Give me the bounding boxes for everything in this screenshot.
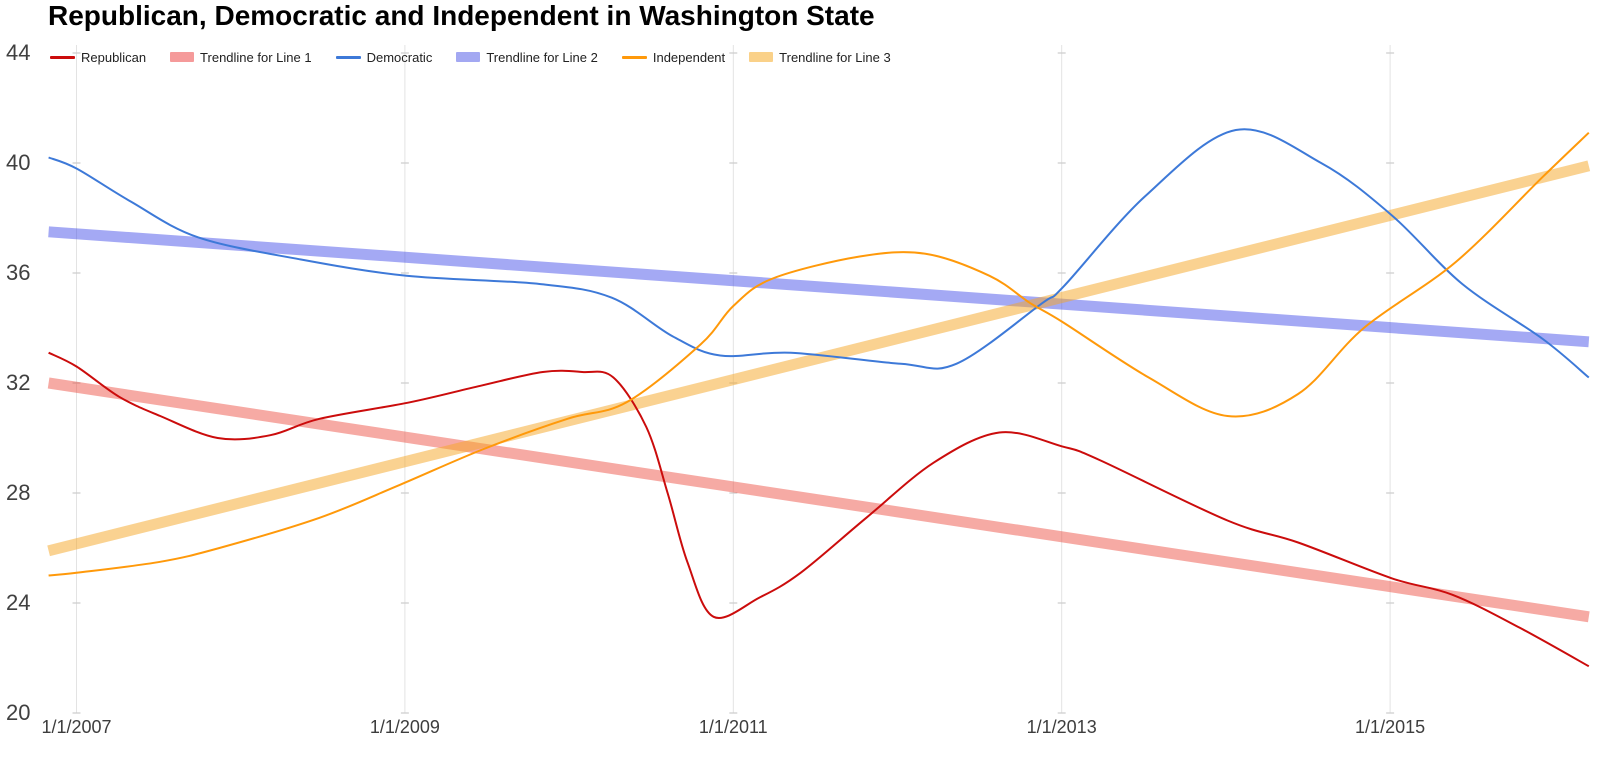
- x-tick-label-1-1-2011: 1/1/2011: [698, 717, 768, 737]
- legend-item-democratic: Democratic: [335, 49, 433, 65]
- line-swatch-icon: [50, 55, 75, 59]
- line-swatch-icon: [335, 55, 361, 59]
- legend-item-trendline-for-line-1: Trendline for Line 1: [170, 50, 312, 65]
- series-democratic[interactable]: [48, 128, 1590, 379]
- y-tick-label-20: 20: [6, 700, 31, 725]
- legend-label: Trendline for Line 1: [200, 49, 312, 65]
- legend-item-trendline-for-line-3: Trendline for Line 3: [749, 50, 891, 65]
- legend-label: Trendline for Line 2: [486, 49, 598, 65]
- box-swatch-icon: [170, 52, 195, 62]
- y-tick-label-44: 44: [6, 40, 31, 65]
- legend-label: Trendline for Line 3: [779, 49, 891, 65]
- x-tick-label-1-1-2007: 1/1/2007: [41, 717, 112, 737]
- y-tick-label-36: 36: [6, 260, 31, 285]
- box-swatch-icon: [749, 52, 774, 62]
- x-tick-label-1-1-2013: 1/1/2013: [1026, 717, 1097, 737]
- series-republican[interactable]: [48, 351, 1590, 668]
- line-swatch-icon: [621, 55, 647, 59]
- y-tick-label-32: 32: [6, 370, 31, 395]
- legend-item-independent: Independent: [621, 49, 726, 65]
- x-tick-label-1-1-2009: 1/1/2009: [369, 717, 440, 737]
- legend-item-trendline-for-line-2: Trendline for Line 2: [456, 50, 598, 65]
- legend: Republican Trendline for Line 1 Democratic…: [50, 49, 891, 65]
- legend-item-republican: Republican: [50, 50, 146, 65]
- y-tick-label-28: 28: [6, 480, 31, 505]
- legend-label: Independent: [652, 49, 726, 65]
- y-tick-label-40: 40: [6, 150, 31, 175]
- box-swatch-icon: [456, 52, 481, 62]
- series-trendline-for-line-3[interactable]: [47, 160, 1591, 557]
- y-tick-label-24: 24: [6, 590, 31, 615]
- legend-label: Democratic: [366, 49, 433, 65]
- series-independent[interactable]: [48, 131, 1590, 577]
- series-trendline-for-line-1[interactable]: [47, 377, 1590, 623]
- series-trendline-for-line-2[interactable]: [48, 226, 1590, 348]
- chart-title: Republican, Democratic and Independent i…: [48, 0, 875, 31]
- x-tick-label-1-1-2015: 1/1/2015: [1355, 717, 1426, 737]
- legend-label: Republican: [81, 49, 147, 65]
